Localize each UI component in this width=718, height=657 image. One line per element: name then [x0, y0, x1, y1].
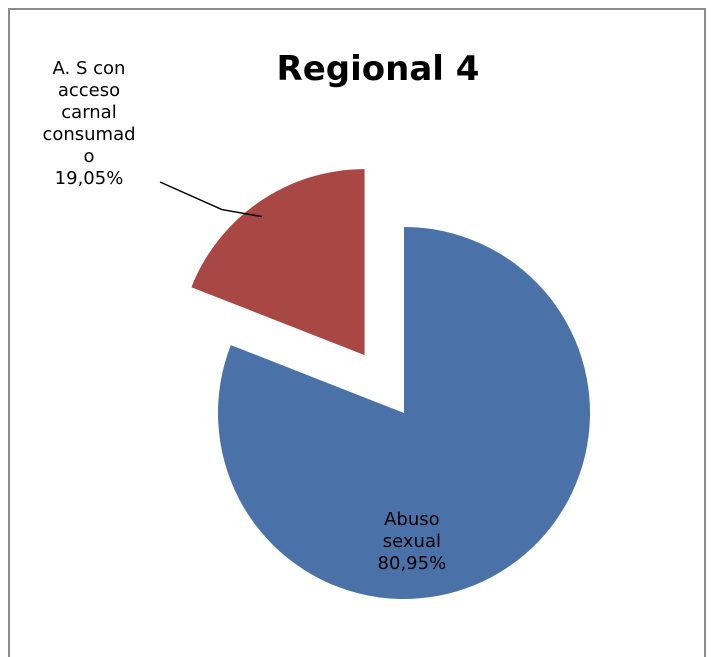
slice-label-line: 80,95% [378, 553, 447, 574]
slice-label-line: acceso [58, 80, 120, 101]
leader-line [159, 181, 262, 218]
slice-label-line: A. S con [53, 58, 126, 79]
slice-label-1: Abuso sexual 80,95% [378, 509, 447, 574]
slice-label-line: Abuso [384, 509, 440, 530]
slice-labels: Abuso sexual 80,95% A. S con acceso carnal con… [42, 58, 446, 574]
chart-title: Regional 4 [277, 49, 480, 89]
slice-label-line: o [83, 146, 94, 167]
slice-label-line: consumad [42, 124, 135, 145]
slice-label-2: A. S con acceso carnal consumad o 19,05% [42, 58, 135, 189]
slice-label-line: carnal [61, 102, 116, 123]
pie-slice-2 [191, 169, 365, 356]
slice-label-line: 19,05% [55, 168, 124, 189]
pie-slice-1 [218, 227, 591, 599]
pie-slices [191, 169, 591, 599]
slice-label-line: sexual [383, 531, 441, 552]
